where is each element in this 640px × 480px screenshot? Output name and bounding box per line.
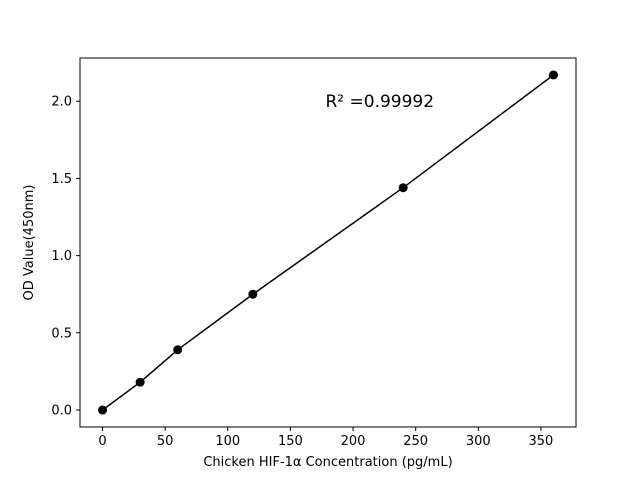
curve-line: [102, 74, 554, 411]
data-point-marker: [548, 70, 558, 80]
r-squared-annotation: R² =0.99992: [325, 92, 434, 112]
data-point-marker: [135, 377, 145, 387]
data-point-marker: [398, 183, 408, 193]
y-tick-label: 1.5: [51, 172, 72, 187]
x-tick-label: 250: [403, 434, 428, 449]
x-tick-label: 350: [529, 434, 554, 449]
x-tick-label: 100: [215, 434, 240, 449]
y-axis-label: OD Value(450nm): [22, 185, 37, 301]
x-tick-label: 200: [341, 434, 366, 449]
x-tick-label: 50: [157, 434, 174, 449]
data-point-marker: [173, 345, 183, 355]
data-point-marker: [98, 405, 108, 415]
data-point-marker: [248, 289, 258, 299]
x-tick-label: 0: [98, 434, 106, 449]
y-tick-label: 1.0: [51, 249, 72, 264]
x-axis-label: Chicken HIF-1α Concentration (pg/mL): [203, 455, 452, 470]
plot-frame: [79, 57, 577, 428]
x-tick-label: 300: [466, 434, 491, 449]
y-tick-label: 2.0: [51, 95, 72, 110]
x-tick-label: 150: [278, 434, 303, 449]
y-tick-label: 0.5: [51, 326, 72, 341]
y-tick-label: 0.0: [51, 404, 72, 419]
